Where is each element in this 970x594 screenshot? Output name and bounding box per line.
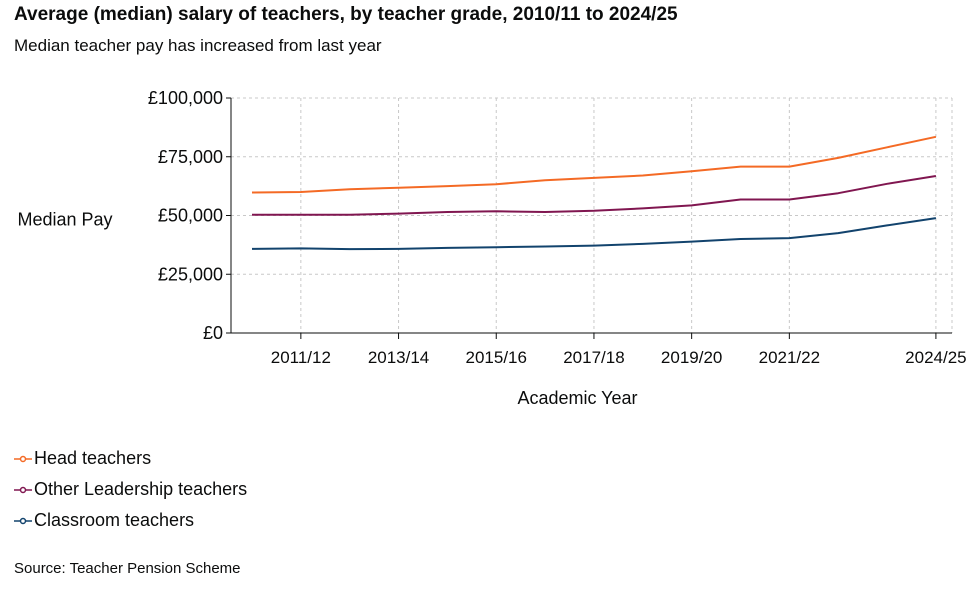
y-tick-label: £50,000: [158, 206, 223, 226]
legend-label: Other Leadership teachers: [34, 479, 248, 499]
source-note: Source: Teacher Pension Scheme: [14, 560, 241, 577]
x-tick-label: 2013/14: [368, 348, 429, 367]
x-tick-label: 2015/16: [466, 348, 527, 367]
x-tick-label: 2019/20: [661, 348, 722, 367]
legend-line-icon: [14, 486, 32, 493]
x-tick-label: 2021/22: [759, 348, 820, 367]
legend-item-head[interactable]: Head teachers: [14, 443, 247, 474]
legend-line-icon: [14, 455, 32, 462]
chart-title: Average (median) salary of teachers, by …: [14, 4, 678, 25]
x-tick-label: 2011/12: [271, 348, 331, 367]
legend: Head teachers Other Leadership teachers …: [14, 443, 247, 536]
x-axis-title: Academic Year: [517, 388, 637, 408]
series-line-0: [251, 135, 937, 194]
legend-item-classroom[interactable]: Classroom teachers: [14, 505, 247, 536]
y-tick-label: £0: [203, 323, 223, 343]
x-tick-label: 2017/18: [563, 348, 624, 367]
legend-item-other-leadership[interactable]: Other Leadership teachers: [14, 474, 247, 505]
legend-label: Classroom teachers: [34, 510, 195, 530]
y-tick-label: £75,000: [158, 147, 223, 167]
legend-line-icon: [14, 517, 32, 524]
series-line-1: [252, 175, 937, 216]
y-axis-title: Median Pay: [17, 210, 112, 230]
y-tick-label: £100,000: [148, 88, 223, 108]
line-chart: £0 £25,000 £50,000 £75,000 £100,000 2011/12 20…: [17, 88, 966, 408]
chart-subtitle: Median teacher pay has increased from la…: [14, 36, 382, 55]
y-tick-label: £25,000: [158, 264, 223, 284]
series-line-2: [251, 217, 937, 251]
legend-label: Head teachers: [34, 448, 152, 468]
x-tick-label: 2024/25: [905, 348, 966, 367]
